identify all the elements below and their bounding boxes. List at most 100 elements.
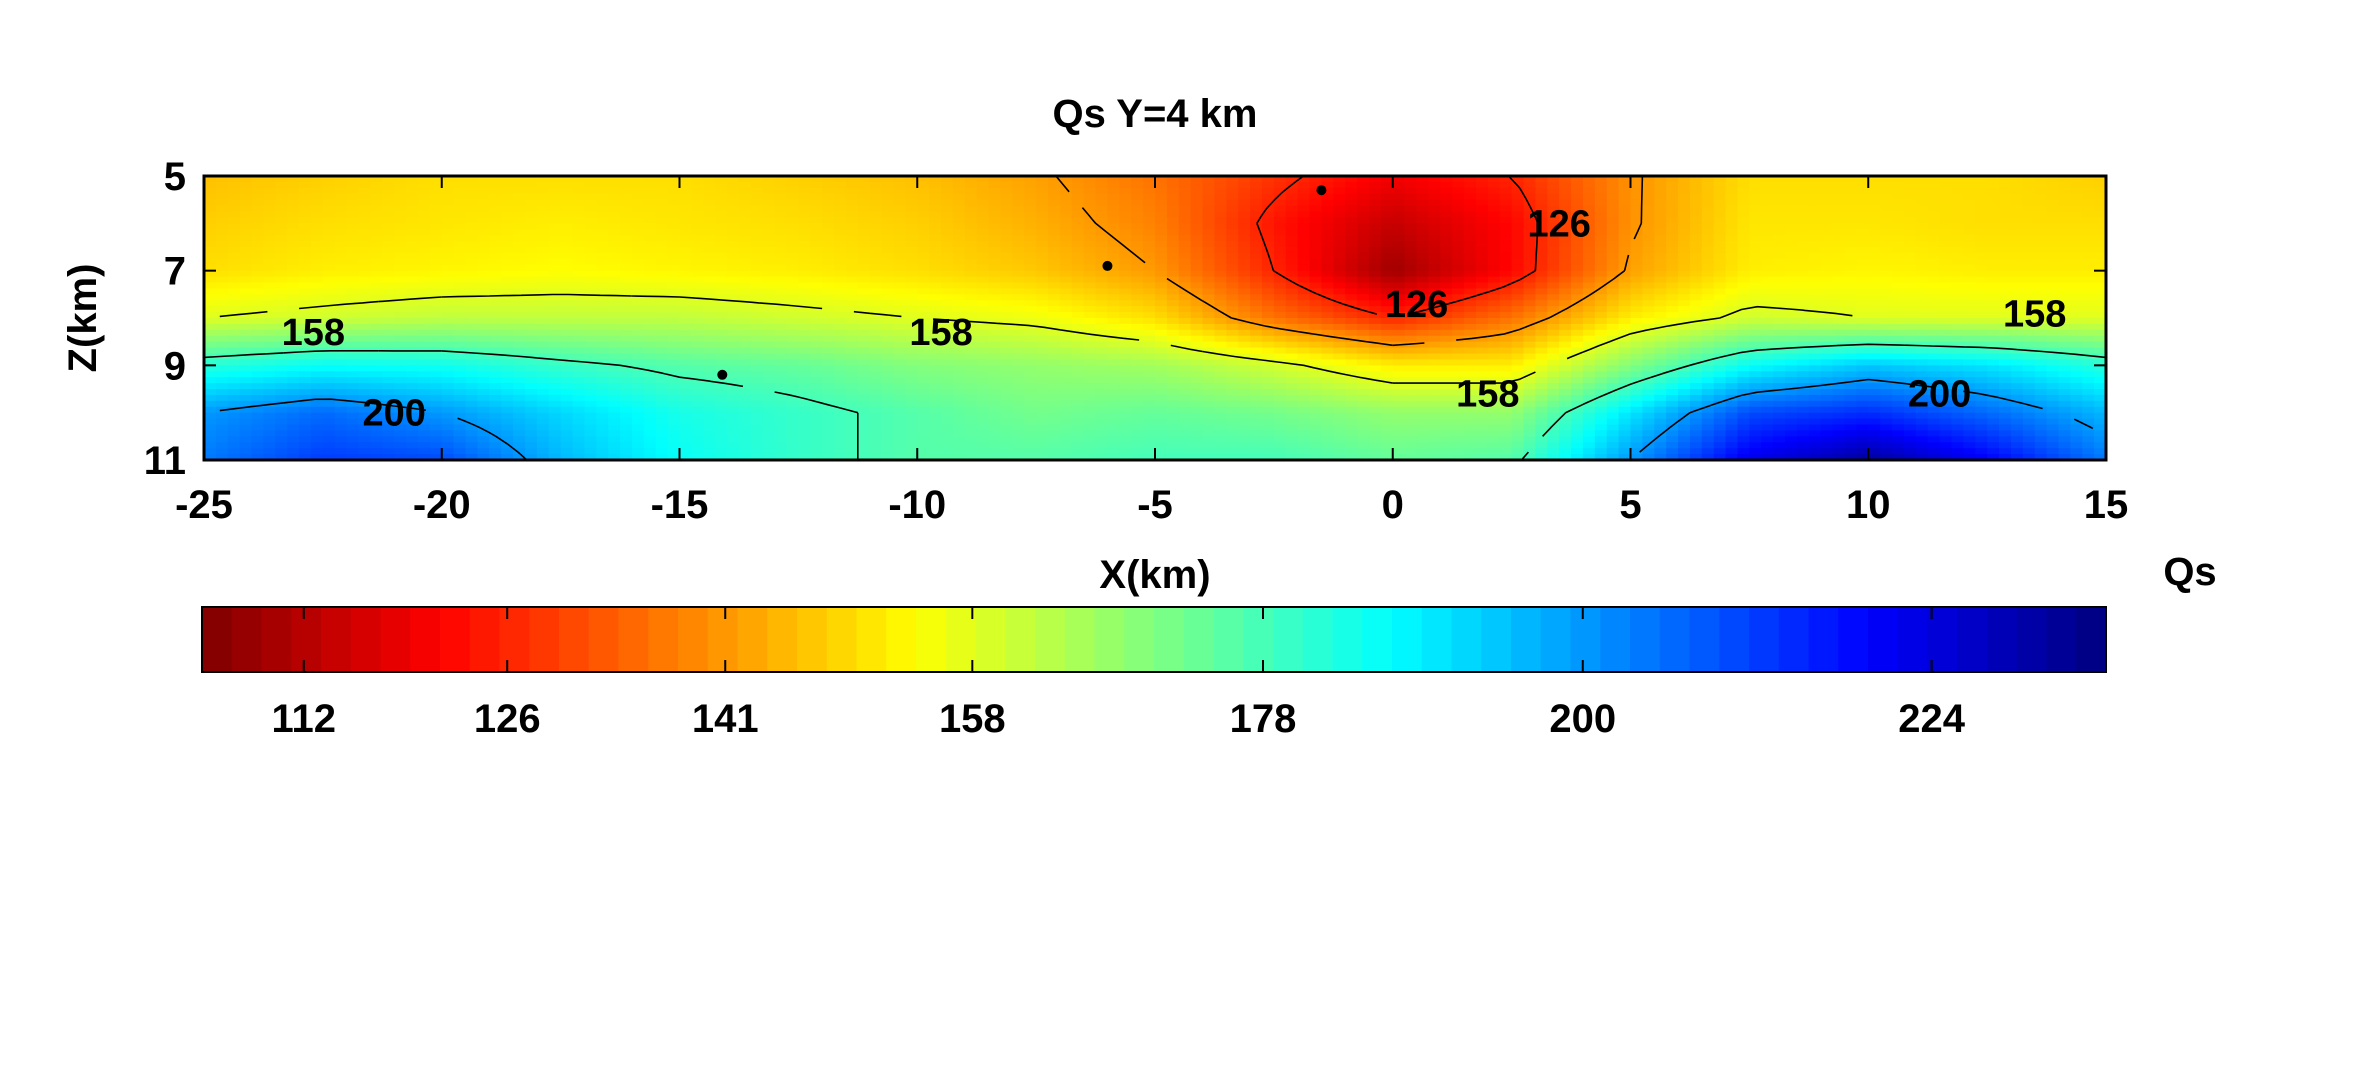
- heatmap-cell: [1844, 235, 1857, 242]
- heatmap-cell: [1594, 199, 1608, 207]
- heatmap-cell: [738, 276, 752, 284]
- heatmap-cell: [417, 341, 431, 349]
- heatmap-cell: [941, 181, 954, 189]
- heatmap-cell: [810, 264, 823, 272]
- heatmap-cell: [1214, 229, 1227, 236]
- heatmap-cell: [1761, 282, 1774, 290]
- heatmap-cell: [204, 341, 217, 349]
- heatmap-cell: [1975, 223, 1988, 230]
- heatmap-cell: [715, 323, 728, 331]
- heatmap-cell: [1999, 193, 2012, 201]
- heatmap-cell: [263, 247, 276, 254]
- heatmap-cell: [1178, 329, 1192, 337]
- heatmap-cell: [1511, 205, 1525, 213]
- heatmap-cell: [1428, 318, 1441, 325]
- heatmap-cell: [810, 176, 823, 183]
- heatmap-cell: [1773, 193, 1786, 201]
- heatmap-cell: [1820, 318, 1834, 325]
- heatmap-cell: [869, 329, 883, 337]
- heatmap-cell: [536, 241, 550, 248]
- heatmap-cell: [1499, 193, 1513, 201]
- heatmap-cell: [834, 235, 847, 242]
- heatmap-cell: [1000, 247, 1013, 254]
- heatmap-cell: [1915, 347, 1929, 355]
- heatmap-cell: [1832, 312, 1846, 319]
- heatmap-cell: [275, 258, 288, 266]
- heatmap-cell: [227, 176, 241, 183]
- heatmap-cell: [1357, 270, 1370, 278]
- heatmap-cell: [1428, 199, 1441, 207]
- heatmap-cell: [215, 247, 229, 254]
- heatmap-cell: [1903, 211, 1917, 219]
- heatmap-cell: [679, 205, 692, 213]
- heatmap-cell: [1927, 252, 1941, 260]
- heatmap-cell: [299, 318, 312, 325]
- heatmap-cell: [227, 252, 241, 260]
- heatmap-cell: [322, 318, 336, 325]
- heatmap-cell: [1380, 187, 1394, 195]
- heatmap-cell: [1071, 176, 1085, 183]
- heatmap-cell: [1214, 247, 1227, 254]
- heatmap-cell: [1392, 235, 1406, 242]
- heatmap-cell: [1523, 229, 1536, 236]
- heatmap-cell: [1689, 312, 1703, 319]
- heatmap-cell: [1547, 223, 1560, 230]
- heatmap-cell: [1713, 229, 1727, 236]
- heatmap-cell: [667, 199, 681, 207]
- heatmap-cell: [703, 347, 716, 355]
- heatmap-cell: [1678, 264, 1691, 272]
- heatmap-cell: [1892, 270, 1905, 278]
- heatmap-cell: [382, 282, 395, 290]
- heatmap-cell: [1939, 306, 1953, 313]
- heatmap-cell: [1178, 217, 1192, 224]
- heatmap-cell: [869, 193, 883, 201]
- heatmap-cell: [572, 288, 585, 295]
- heatmap-cell: [1868, 276, 1881, 284]
- heatmap-cell: [964, 312, 978, 319]
- heatmap-cell: [1880, 312, 1893, 319]
- heatmap-cell: [1773, 199, 1786, 207]
- heatmap-cell: [1642, 347, 1655, 355]
- heatmap-cell: [608, 306, 621, 313]
- heatmap-cell: [1368, 217, 1382, 224]
- heatmap-cell: [1796, 229, 1810, 236]
- heatmap-cell: [1333, 176, 1346, 183]
- heatmap-cell: [1654, 288, 1667, 295]
- heatmap-cell: [1582, 199, 1596, 207]
- heatmap-cell: [929, 323, 942, 331]
- heatmap-cell: [1880, 276, 1893, 284]
- heatmap-cell: [964, 258, 978, 266]
- heatmap-cell: [1368, 229, 1382, 236]
- heatmap-cell: [1487, 323, 1501, 331]
- heatmap-cell: [1844, 270, 1857, 278]
- heatmap-cell: [1701, 270, 1715, 278]
- heatmap-cell: [834, 270, 847, 278]
- heatmap-cell: [1345, 341, 1358, 349]
- heatmap-cell: [1785, 312, 1798, 319]
- heatmap-cell: [1297, 229, 1311, 236]
- heatmap-cell: [964, 264, 978, 272]
- heatmap-cell: [1725, 335, 1739, 343]
- heatmap-cell: [1238, 187, 1251, 195]
- heatmap-cell: [1832, 187, 1846, 195]
- heatmap-cell: [1309, 258, 1323, 266]
- heatmap-cell: [727, 217, 740, 224]
- heatmap-cell: [1000, 347, 1013, 355]
- heatmap-cell: [1987, 300, 2000, 307]
- heatmap-cell: [620, 258, 633, 266]
- heatmap-cell: [1868, 300, 1881, 307]
- heatmap-cell: [1630, 223, 1643, 230]
- heatmap-cell: [1689, 276, 1703, 284]
- heatmap-cell: [334, 323, 348, 331]
- heatmap-cell: [643, 223, 657, 230]
- heatmap-cell: [406, 323, 419, 331]
- heatmap-cell: [1892, 329, 1905, 337]
- heatmap-cell: [1059, 300, 1073, 307]
- heatmap-cell: [905, 323, 918, 331]
- heatmap-cell: [2094, 181, 2106, 189]
- heatmap-cell: [524, 199, 538, 207]
- heatmap-cell: [1392, 323, 1406, 331]
- heatmap-cell: [1036, 187, 1049, 195]
- heatmap-cell: [1190, 288, 1204, 295]
